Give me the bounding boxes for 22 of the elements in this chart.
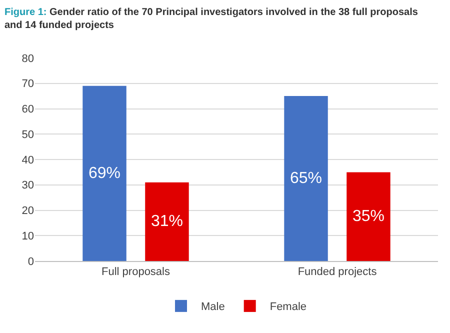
bar [82, 86, 126, 261]
bar [145, 182, 189, 261]
legend-label: Male [201, 301, 225, 314]
bar [346, 172, 390, 261]
data-label: 69% [88, 164, 121, 182]
y-tick-label: 20 [22, 205, 34, 218]
y-tick-label: 60 [22, 104, 34, 116]
x-tick-label: Full proposals [102, 266, 170, 278]
data-label: 65% [290, 170, 322, 188]
y-tick-label: 80 [22, 52, 34, 65]
bar [284, 96, 328, 261]
chart-title: Figure 1: Gender ratio of the 70 Principal investigators involved in the 38 full proposals and 14 funded projects [4, 6, 418, 31]
y-tick-label: 70 [22, 78, 34, 90]
x-tick-label: Funded projects [298, 266, 378, 278]
data-label: 35% [352, 208, 384, 226]
legend-label: Female [270, 301, 307, 314]
y-tick-label: 50 [22, 128, 34, 141]
y-tick-label: 0 [28, 256, 34, 268]
data-label: 31% [150, 213, 183, 230]
y-tick-label: 30 [22, 180, 34, 192]
y-tick-label: 10 [22, 230, 34, 242]
y-tick-label: 40 [22, 154, 34, 166]
